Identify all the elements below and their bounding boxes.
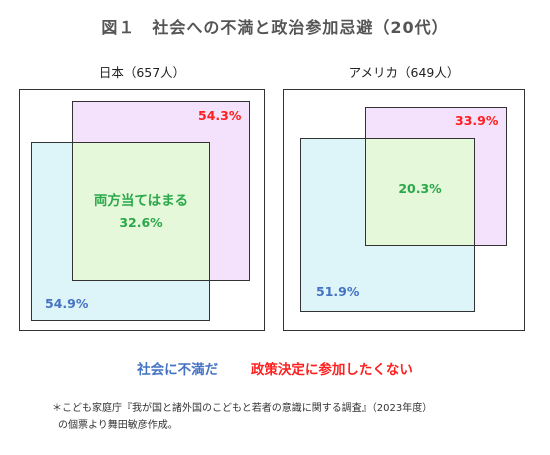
usa-panel-title: アメリカ（649人） bbox=[348, 65, 460, 80]
usa-overlap-rect bbox=[365, 138, 475, 246]
legend-dissatisfied: 社会に不満だ bbox=[137, 362, 219, 378]
japan-overlap-rect bbox=[72, 142, 210, 281]
usa-overlap-value: 20.3% bbox=[398, 181, 442, 196]
source-note-line2: の個票より舞田敏彦作成。 bbox=[58, 420, 178, 431]
japan-overlap-value: 32.6% bbox=[119, 215, 163, 230]
legend: 社会に不満だ 政策決定に参加したくない bbox=[0, 358, 550, 378]
source-note: ＊こども家庭庁『我が国と諸外国のこどもと若者の意識に関する調査』（2023年度）… bbox=[52, 400, 432, 434]
chart-title: 図１ 社会への不満と政治参加忌避（20代） bbox=[101, 18, 449, 37]
usa-dissatisfied-value: 51.9% bbox=[316, 284, 360, 299]
usa-panel-frame bbox=[283, 89, 525, 331]
usa-avoid-value: 33.9% bbox=[455, 113, 499, 128]
japan-panel-title: 日本（657人） bbox=[98, 65, 186, 80]
japan-overlap-label: 両方当てはまる bbox=[93, 193, 189, 209]
source-note-line1: ＊こども家庭庁『我が国と諸外国のこどもと若者の意識に関する調査』（2023年度） bbox=[52, 403, 433, 414]
japan-avoid-value: 54.3% bbox=[198, 108, 242, 123]
japan-panel-frame bbox=[19, 89, 265, 331]
legend-avoid: 政策決定に参加したくない bbox=[250, 362, 413, 378]
japan-dissatisfied-value: 54.9% bbox=[45, 296, 89, 311]
